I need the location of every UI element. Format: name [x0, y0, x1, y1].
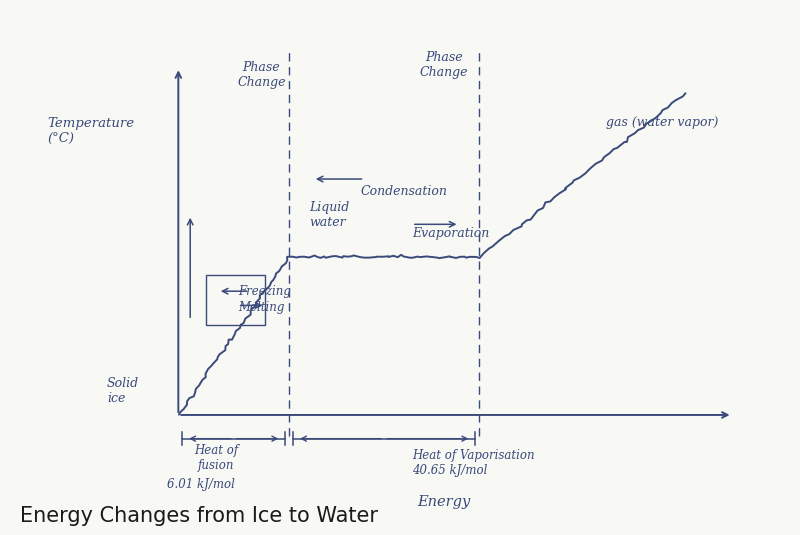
Text: Evaporation: Evaporation: [412, 227, 489, 240]
Text: Liquid
water: Liquid water: [309, 201, 350, 229]
Text: gas (water vapor): gas (water vapor): [606, 116, 718, 129]
Text: Condensation: Condensation: [361, 185, 447, 197]
Text: 6.01 kJ/mol: 6.01 kJ/mol: [166, 478, 234, 491]
Text: Melting: Melting: [238, 301, 284, 314]
Text: Phase
Change: Phase Change: [419, 51, 468, 79]
Text: Energy Changes from Ice to Water: Energy Changes from Ice to Water: [20, 506, 378, 525]
Text: Freezing: Freezing: [238, 285, 290, 297]
Text: Phase
Change: Phase Change: [238, 62, 286, 89]
Text: Temperature
(°C): Temperature (°C): [48, 117, 135, 144]
Text: Heat of
fusion: Heat of fusion: [194, 444, 238, 472]
Text: Heat of Vaporisation
40.65 kJ/mol: Heat of Vaporisation 40.65 kJ/mol: [412, 449, 534, 477]
Text: Energy: Energy: [417, 495, 470, 509]
Bar: [206, 276, 266, 325]
Text: Solid
ice: Solid ice: [107, 377, 139, 406]
